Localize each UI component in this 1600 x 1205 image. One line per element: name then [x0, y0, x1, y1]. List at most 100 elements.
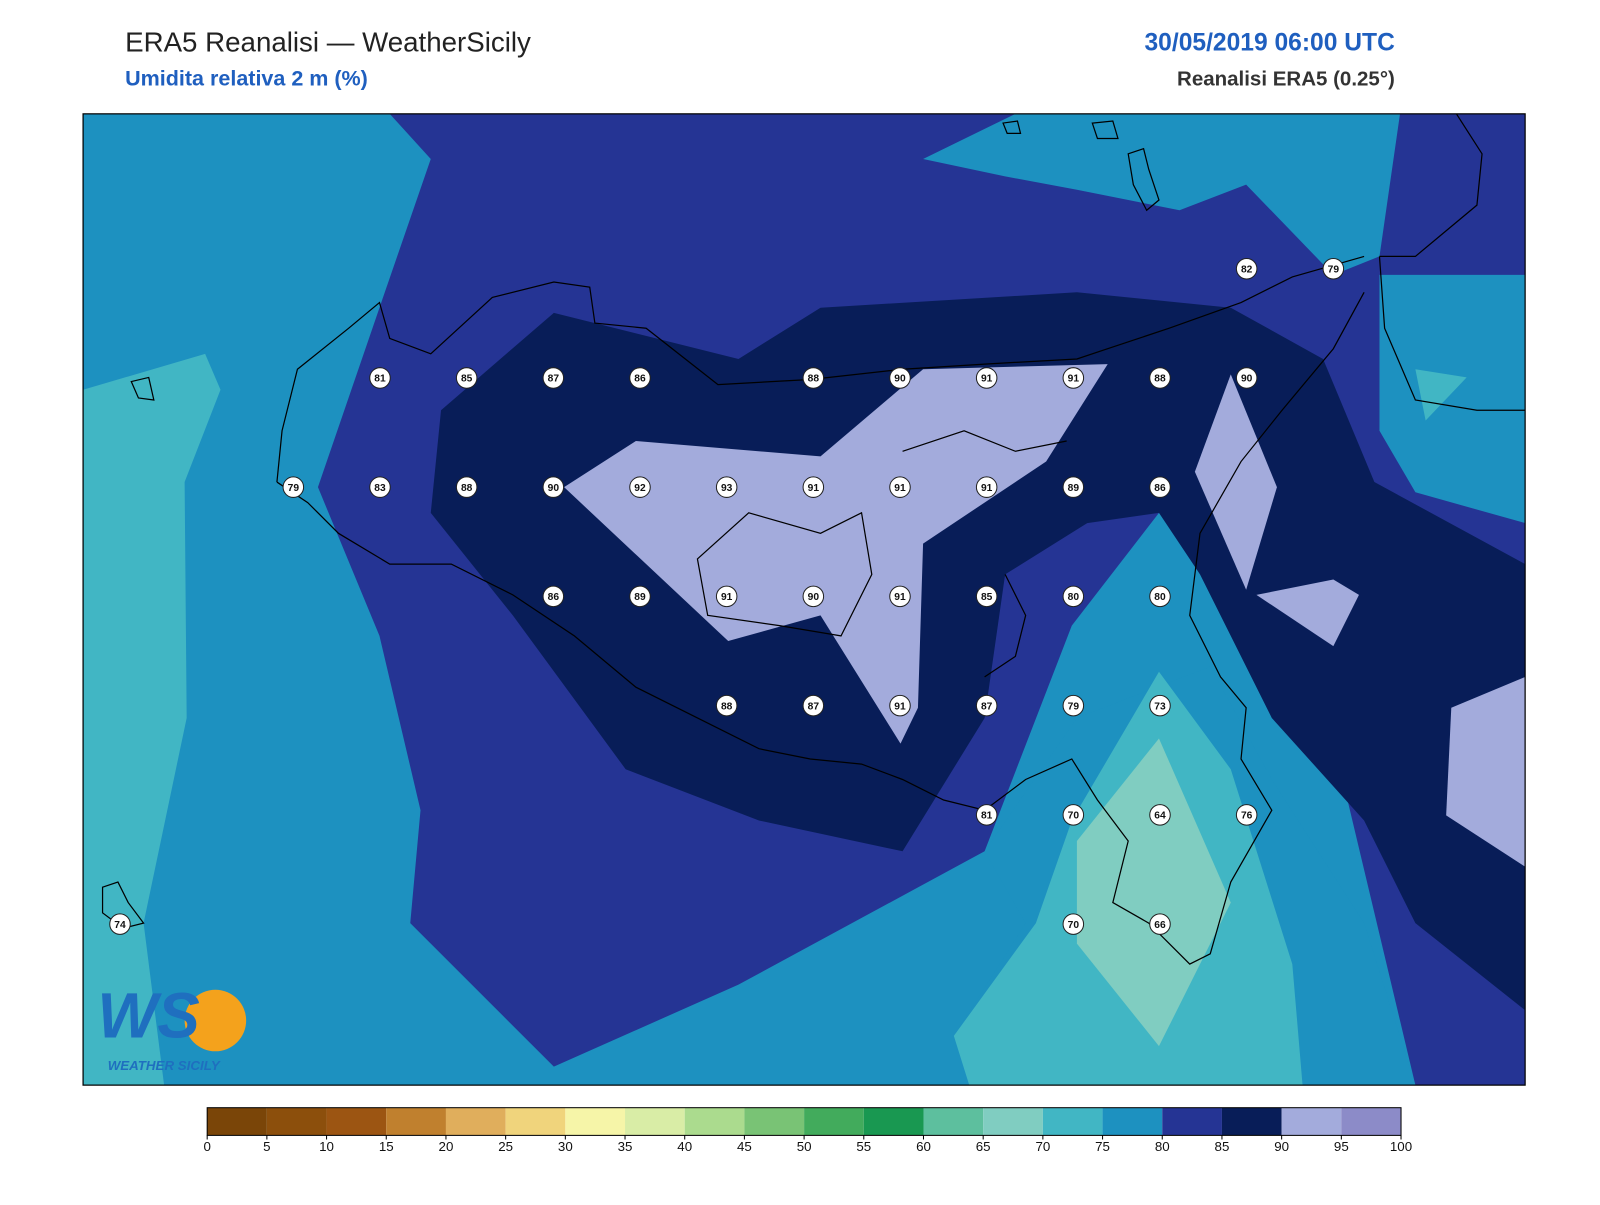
- station-marker: [975, 694, 998, 717]
- colorbar-tick-label: 25: [498, 1139, 513, 1154]
- station-value: 76: [1241, 811, 1253, 822]
- border: [696, 430, 1067, 678]
- station-marker: [715, 694, 738, 717]
- station-marker: [369, 476, 391, 498]
- station-value: 91: [894, 592, 906, 603]
- station-marker: [1235, 804, 1258, 826]
- station-marker: [1062, 367, 1085, 389]
- station-value: 91: [894, 701, 906, 712]
- subtitle: Umidita relativa 2 m (%): [125, 67, 368, 91]
- station-marker: [1149, 694, 1171, 717]
- station-marker: [629, 476, 651, 498]
- station-value: 88: [461, 483, 473, 494]
- colorbar-tick-label: 70: [1035, 1139, 1050, 1154]
- station-value: 66: [1154, 920, 1166, 931]
- colorbar-tick-label: 35: [618, 1139, 633, 1154]
- station-marker: [1149, 585, 1171, 608]
- station-marker: [1322, 257, 1345, 280]
- colorbar-tick-label: 0: [203, 1139, 210, 1154]
- station-value: 79: [288, 483, 300, 494]
- colorbar-tick-label: 15: [379, 1139, 394, 1154]
- map-frame: [82, 113, 1526, 1086]
- station-marker: [889, 476, 911, 498]
- station-marker: [1149, 476, 1171, 498]
- station-value: 73: [1154, 701, 1166, 712]
- colorbar-bin: [744, 1107, 805, 1136]
- colorbar-bin: [207, 1107, 267, 1136]
- station-marker: [889, 694, 911, 717]
- station-marker: [975, 367, 998, 389]
- station-value: 87: [808, 701, 820, 712]
- colorbar-tick-label: 75: [1095, 1139, 1110, 1154]
- colorbar-bin: [625, 1107, 685, 1136]
- station-marker: [1235, 257, 1258, 280]
- island: [1002, 120, 1022, 134]
- coastlines: [101, 113, 1526, 965]
- colorbar-bin: [923, 1107, 984, 1136]
- station-value: 74: [114, 920, 126, 931]
- colorbar-tick-label: 40: [677, 1139, 692, 1154]
- station-value: 80: [1068, 592, 1080, 603]
- colorbar-bin: [565, 1107, 626, 1136]
- station-value: 91: [1068, 374, 1080, 385]
- station-value: 91: [981, 374, 993, 385]
- station-marker: [1149, 367, 1171, 389]
- station-value: 93: [721, 483, 733, 494]
- station-marker: [455, 367, 478, 389]
- colorbar-tick-label: 30: [558, 1139, 573, 1154]
- station-marker: [109, 913, 131, 935]
- station-marker: [802, 476, 825, 498]
- coastline: [276, 255, 1365, 965]
- station-value: 83: [374, 483, 386, 494]
- colorbar-bin: [1341, 1107, 1402, 1136]
- station-layer: 82 79 81 85 87 86 88 90 91 91 88 90 79 83 88 90 92 93 91 91…: [109, 257, 1345, 935]
- station-value: 87: [548, 374, 560, 385]
- station-marker: [889, 367, 911, 389]
- station-value: 86: [1154, 483, 1166, 494]
- logo-sun: [184, 989, 247, 1052]
- colorbar-bin: [1042, 1107, 1103, 1136]
- station-marker: [542, 367, 565, 389]
- station-marker: [1149, 804, 1171, 826]
- colorbar-bin: [983, 1107, 1043, 1136]
- colorbar-bin: [863, 1107, 924, 1136]
- station-marker: [629, 367, 651, 389]
- coastline: [1378, 256, 1526, 411]
- title: ERA5 Reanalisi — WeatherSicily: [125, 26, 531, 57]
- colorbar-tick-label: 80: [1155, 1139, 1170, 1154]
- island: [130, 376, 155, 401]
- logo: WS WEATHER SICILY: [97, 980, 247, 1073]
- colorbar-bin: [445, 1107, 506, 1136]
- colorbar-bin: [1281, 1107, 1342, 1136]
- station-marker: [802, 367, 825, 389]
- logo-mark: WS: [97, 980, 199, 1051]
- station-value: 82: [1241, 264, 1253, 275]
- island: [101, 881, 145, 929]
- station-value: 88: [808, 374, 820, 385]
- station-value: 81: [374, 374, 386, 385]
- station-value: 90: [548, 483, 560, 494]
- colorbar-tick-label: 20: [439, 1139, 454, 1154]
- colorbar-tick-label: 100: [1390, 1139, 1412, 1154]
- colorbar-tick-label: 50: [797, 1139, 812, 1154]
- station-value: 90: [808, 592, 820, 603]
- source: Reanalisi ERA5 (0.25°): [1177, 67, 1395, 90]
- colorbar-tick-label: 65: [976, 1139, 991, 1154]
- station-marker: [455, 476, 478, 498]
- station-marker: [975, 804, 998, 826]
- station-value: 86: [634, 374, 646, 385]
- colorbar-bin: [386, 1107, 446, 1136]
- station-marker: [629, 585, 651, 608]
- station-marker: [1235, 367, 1258, 389]
- colorbar-bin: [1221, 1107, 1282, 1136]
- station-value: 79: [1328, 264, 1340, 275]
- colorbar-bin: [505, 1107, 566, 1136]
- station-value: 91: [981, 483, 993, 494]
- station-marker: [1149, 913, 1171, 935]
- field-70-75: [83, 353, 221, 1086]
- station-marker: [975, 476, 998, 498]
- station-value: 81: [981, 811, 993, 822]
- island: [1091, 120, 1119, 140]
- station-marker: [282, 476, 305, 498]
